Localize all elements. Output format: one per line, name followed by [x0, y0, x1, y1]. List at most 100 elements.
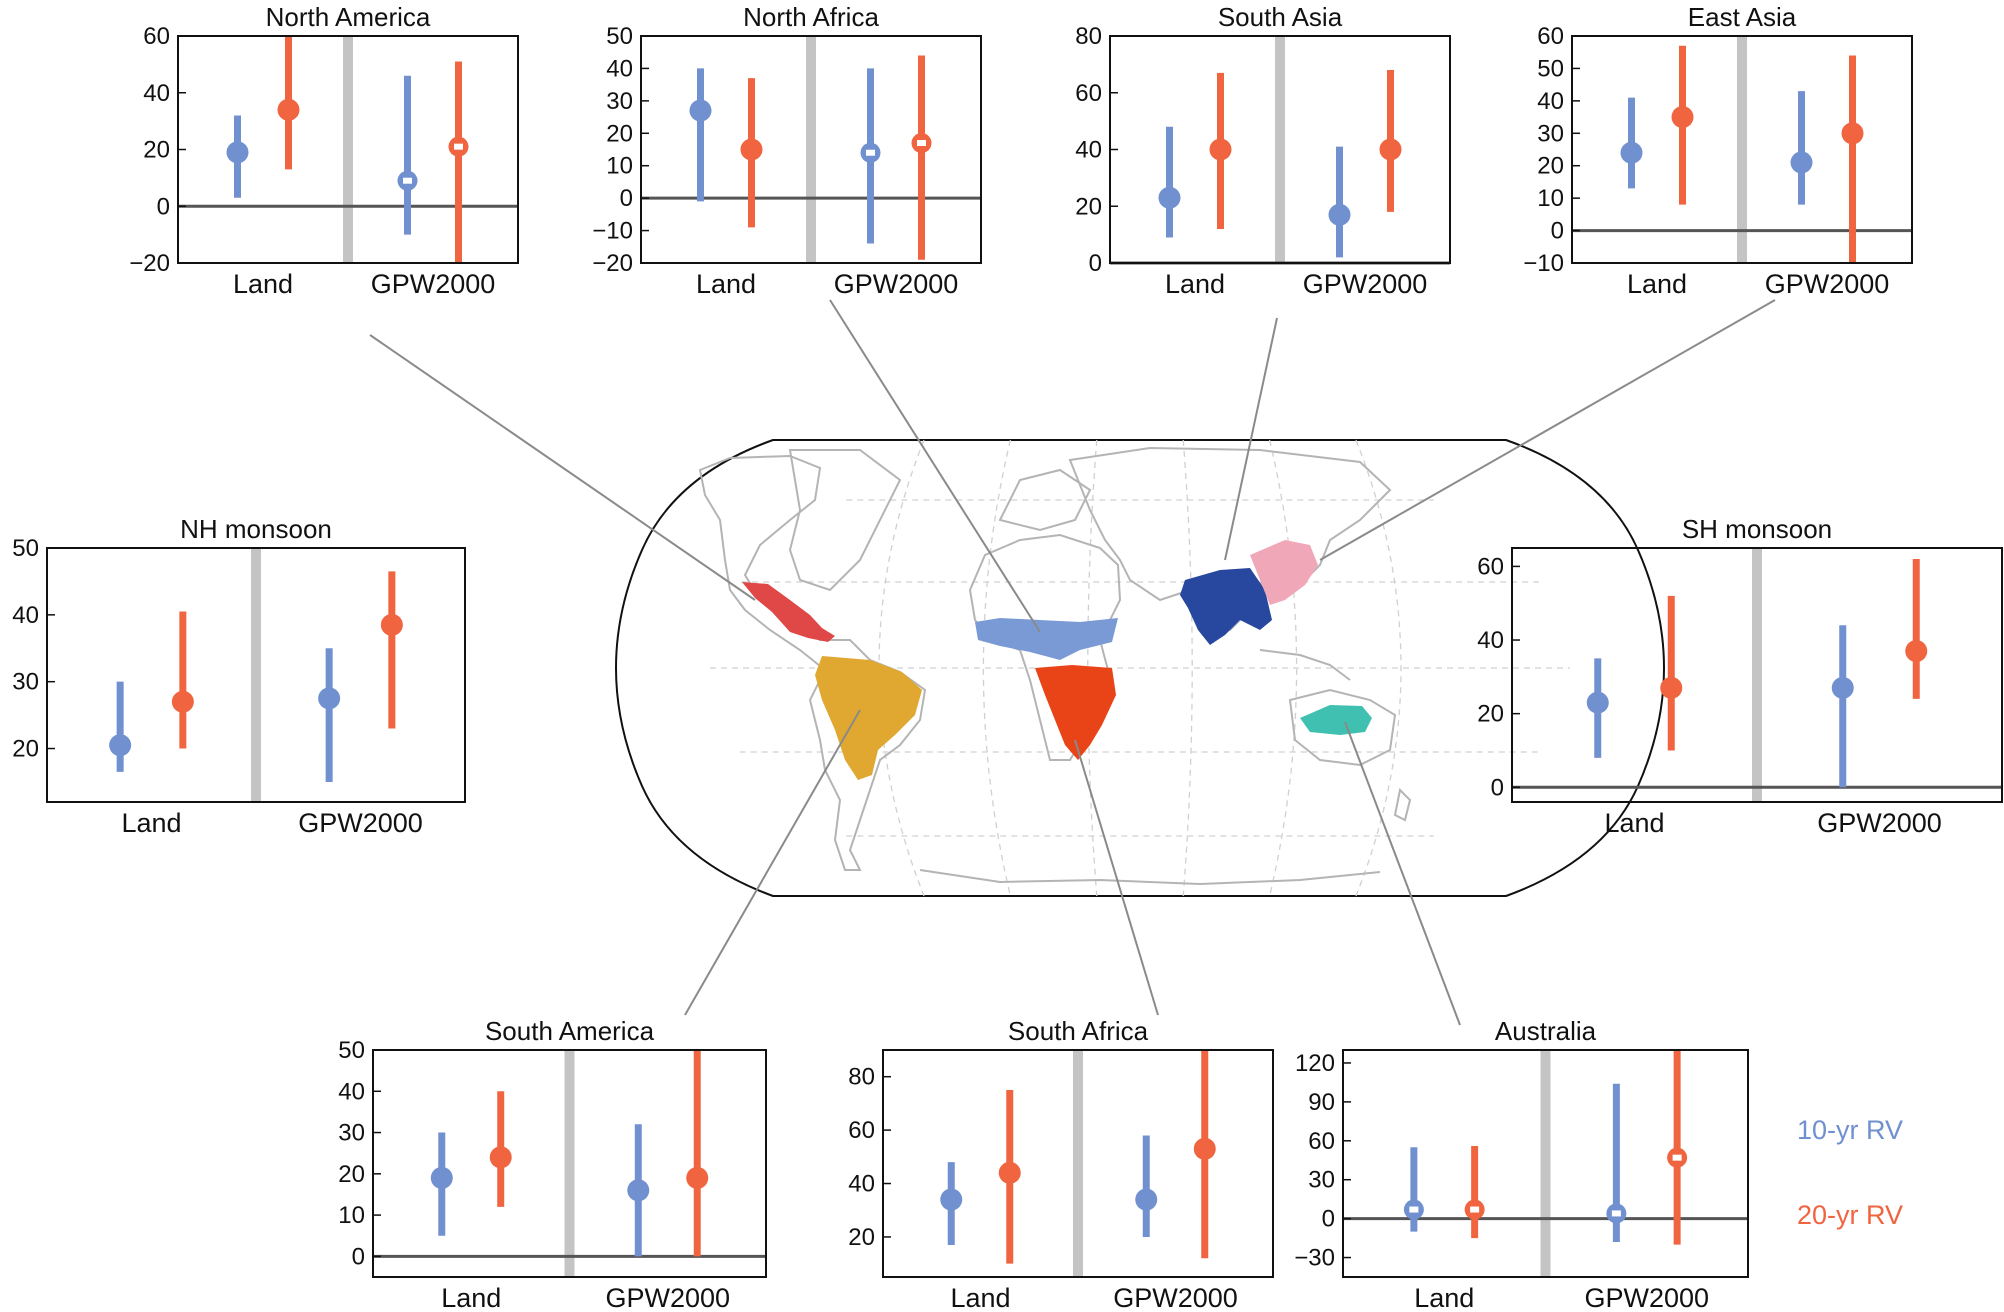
point-marker: [1841, 122, 1864, 145]
point-marker: [1831, 676, 1854, 699]
panel-title: SH monsoon: [1682, 514, 1832, 544]
x-label-gpw2000: GPW2000: [834, 269, 959, 299]
point-marker: [1790, 151, 1813, 174]
panel-frame: [1511, 547, 2003, 803]
point-marker: [998, 1161, 1021, 1184]
y-tick-label: −20: [592, 250, 633, 277]
y-tick-label: 20: [338, 1161, 365, 1188]
panel-frame: [640, 35, 982, 264]
y-tick-label: −10: [1523, 250, 1564, 277]
y-tick-label: 50: [606, 23, 633, 50]
panel-australia: Australia −30 0 30 60 90 120 Land GPW2000: [1294, 1016, 1749, 1312]
region-north-america: [742, 582, 835, 642]
panel-south-america: South America 0 10 20 30 40 50 Land GPW2000: [338, 1016, 767, 1312]
panel-title: North Africa: [743, 2, 879, 32]
panel-title: Australia: [1495, 1016, 1597, 1046]
y-tick-label: −30: [1294, 1245, 1335, 1272]
panel-divider: [1073, 1050, 1083, 1277]
y-tick-label: 10: [1537, 185, 1564, 212]
y-tick-label: 30: [1537, 120, 1564, 147]
y-tick-label: 120: [1295, 1050, 1335, 1077]
y-tick-label: 80: [848, 1064, 875, 1091]
y-tick-label: −20: [129, 250, 170, 277]
y-tick-label: 60: [143, 23, 170, 50]
leader-line-7: [1344, 721, 1461, 1026]
panel-frame: [46, 547, 466, 803]
panel-divider: [564, 1050, 575, 1277]
y-tick-label: 0: [157, 193, 170, 220]
point-marker: [1193, 1137, 1216, 1160]
y-tick-label: 20: [12, 736, 39, 763]
point-marker: [1905, 640, 1928, 663]
panel-title: South America: [485, 1016, 655, 1046]
x-label-gpw2000: GPW2000: [1817, 808, 1942, 838]
x-label-gpw2000: GPW2000: [1303, 269, 1428, 299]
y-tick-label: 50: [12, 535, 39, 562]
panel-title: South Asia: [1218, 2, 1343, 32]
y-tick-label: 60: [1477, 553, 1504, 580]
region-australia: [1300, 705, 1372, 735]
leader-lines: [369, 299, 1776, 1026]
panel-divider: [343, 36, 353, 263]
panel-divider: [1275, 36, 1285, 263]
point-marker: [689, 99, 712, 122]
panel-frame: [882, 1049, 1274, 1278]
x-label-land: Land: [1627, 269, 1687, 299]
y-tick-label: 50: [1537, 55, 1564, 82]
point-marker: [1586, 691, 1609, 714]
panel-divider: [1737, 36, 1747, 263]
point-marker: [1209, 138, 1232, 161]
panel-nh-monsoon: NH monsoon 20 30 40 50 Land GPW2000: [12, 514, 466, 838]
point-marker: [1328, 203, 1351, 226]
point-marker-hole: [1409, 1206, 1419, 1213]
y-tick-label: 40: [1477, 627, 1504, 654]
y-tick-label: 30: [606, 88, 633, 115]
y-tick-label: 0: [1089, 250, 1102, 277]
point-marker: [740, 138, 763, 161]
point-marker: [277, 98, 300, 121]
legend-10yr-rv: 10-yr RV: [1797, 1115, 1903, 1145]
panel-sh-monsoon: SH monsoon 0 20 40 60 Land GPW2000: [1477, 514, 2003, 838]
y-tick-label: 20: [143, 137, 170, 164]
panel-south-asia: South Asia 0 20 40 60 80 Land GPW2000: [1075, 2, 1451, 299]
panel-north-america: North America −20 0 20 40 60 Land GPW2000: [129, 2, 519, 299]
x-label-land: Land: [1165, 269, 1225, 299]
point-marker: [1135, 1188, 1158, 1211]
y-tick-label: 40: [338, 1078, 365, 1105]
y-tick-label: 40: [12, 602, 39, 629]
y-tick-label: 30: [1308, 1167, 1335, 1194]
x-label-gpw2000: GPW2000: [1765, 269, 1890, 299]
point-marker-hole: [917, 140, 926, 147]
region-south-asia: [1180, 568, 1272, 645]
point-marker: [380, 613, 403, 636]
point-marker-hole: [454, 143, 463, 150]
region-east-asia: [1250, 540, 1318, 605]
x-label-land: Land: [233, 269, 293, 299]
leader-line-5: [684, 709, 861, 1016]
region-south-africa: [1035, 665, 1116, 760]
x-label-gpw2000: GPW2000: [1584, 1283, 1709, 1312]
y-tick-label: 0: [1491, 774, 1504, 801]
y-tick-label: 20: [1477, 701, 1504, 728]
panel-divider: [1752, 548, 1762, 802]
point-marker: [627, 1179, 650, 1202]
y-tick-label: 40: [1075, 137, 1102, 164]
point-marker: [940, 1188, 963, 1211]
panel-frame: [177, 35, 519, 264]
legend-20yr-rv: 20-yr RV: [1797, 1200, 1903, 1230]
leader-line-6: [1074, 739, 1159, 1016]
point-marker: [1379, 138, 1402, 161]
panel-frame: [1571, 35, 1913, 264]
point-marker: [430, 1166, 453, 1189]
panel-divider: [1540, 1050, 1551, 1277]
y-tick-label: 10: [606, 153, 633, 180]
leader-line-4: [1319, 299, 1776, 561]
y-tick-label: 90: [1308, 1089, 1335, 1116]
panel-north-africa: North Africa −20 −10 0 10 20 30 40 50 Land GPW2000: [592, 2, 982, 299]
leader-line-2: [829, 299, 1041, 633]
x-label-gpw2000: GPW2000: [1113, 1283, 1238, 1312]
x-label-land: Land: [1604, 808, 1664, 838]
x-label-land: Land: [696, 269, 756, 299]
